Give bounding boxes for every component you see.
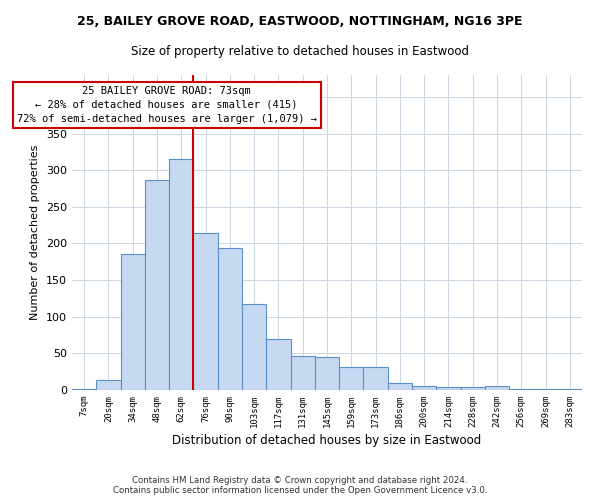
Bar xyxy=(558,388,582,390)
Bar xyxy=(242,304,266,390)
Bar xyxy=(218,248,242,390)
Bar xyxy=(121,254,145,390)
Bar xyxy=(290,356,315,390)
Bar xyxy=(96,380,121,390)
Bar xyxy=(364,368,388,390)
Bar xyxy=(193,232,218,390)
Bar xyxy=(266,340,290,390)
X-axis label: Distribution of detached houses by size in Eastwood: Distribution of detached houses by size … xyxy=(172,434,482,447)
Bar xyxy=(388,384,412,390)
Text: Size of property relative to detached houses in Eastwood: Size of property relative to detached ho… xyxy=(131,45,469,58)
Bar xyxy=(339,368,364,390)
Bar xyxy=(72,388,96,390)
Y-axis label: Number of detached properties: Number of detached properties xyxy=(31,145,40,320)
Bar xyxy=(145,180,169,390)
Text: 25, BAILEY GROVE ROAD, EASTWOOD, NOTTINGHAM, NG16 3PE: 25, BAILEY GROVE ROAD, EASTWOOD, NOTTING… xyxy=(77,15,523,28)
Text: 25 BAILEY GROVE ROAD: 73sqm
← 28% of detached houses are smaller (415)
72% of se: 25 BAILEY GROVE ROAD: 73sqm ← 28% of det… xyxy=(17,86,317,124)
Bar xyxy=(485,386,509,390)
Bar xyxy=(436,387,461,390)
Bar xyxy=(412,386,436,390)
Bar xyxy=(315,357,339,390)
Text: Contains HM Land Registry data © Crown copyright and database right 2024.
Contai: Contains HM Land Registry data © Crown c… xyxy=(113,476,487,495)
Bar xyxy=(461,387,485,390)
Bar xyxy=(169,159,193,390)
